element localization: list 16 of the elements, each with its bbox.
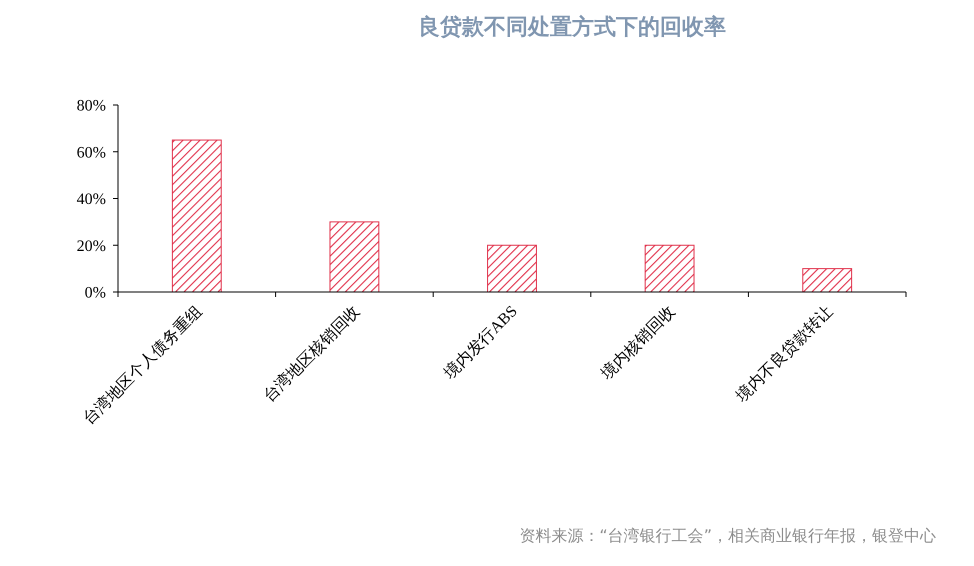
x-tick-label: 境内核销回收 [597, 302, 678, 384]
x-tick-label: 境内不良贷款转让 [732, 302, 836, 406]
bar [487, 244, 537, 292]
bar [802, 268, 852, 292]
y-tick-label: 80% [76, 98, 106, 115]
x-tick-label: 台湾地区个人债务重组 [80, 302, 206, 428]
text: 资料来源：“台湾银行工会”，相关商业银行年报，银登中心 [519, 526, 936, 545]
bar [329, 221, 380, 292]
bar [644, 244, 695, 292]
y-tick-label: 0% [84, 284, 106, 302]
y-tick-label: 20% [76, 238, 106, 255]
chart-title: 良贷款不同处置方式下的回收率 [418, 14, 726, 39]
x-tick-label: 台湾地区核销回收 [260, 302, 364, 406]
y-tick-label: 60% [76, 144, 106, 162]
bar [172, 140, 222, 292]
y-tick-label: 40% [76, 191, 106, 208]
